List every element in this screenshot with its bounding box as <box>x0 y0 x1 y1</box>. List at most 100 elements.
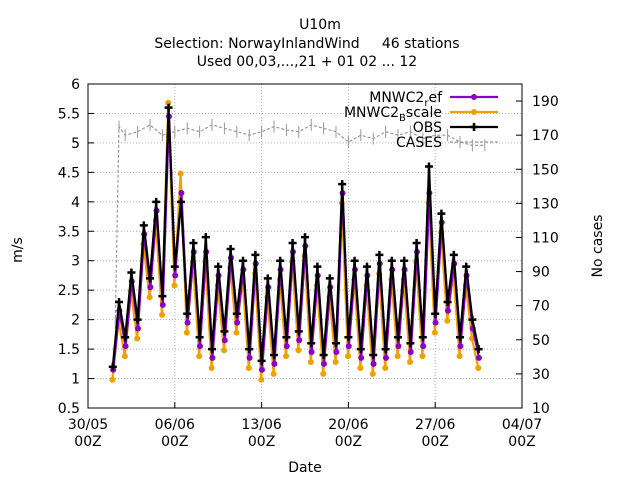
obs-point <box>387 256 396 265</box>
obs-point <box>332 339 340 348</box>
y-tick-label: 1.5 <box>58 342 80 358</box>
data-point <box>184 319 191 326</box>
x-tick-label: 27/06 <box>415 417 455 433</box>
obs-point <box>220 327 229 336</box>
obs-point <box>462 262 471 271</box>
y-tick-label: 5.5 <box>58 106 80 122</box>
legend-label: CASES <box>396 135 442 151</box>
data-point <box>307 359 314 366</box>
y-tick-label: 2.5 <box>58 283 80 299</box>
obs-point <box>276 256 285 265</box>
data-point <box>419 353 426 360</box>
data-point <box>457 343 464 350</box>
y-tick-label: 5 <box>71 136 80 152</box>
title-line-1: U10m <box>299 17 341 33</box>
data-point <box>475 364 482 371</box>
data-point <box>122 343 129 350</box>
data-point <box>320 360 327 367</box>
y2-tick-label: 110 <box>532 230 559 246</box>
x-tick-label: 04/07 <box>502 417 542 433</box>
obs-point <box>195 333 204 342</box>
data-point <box>283 343 290 350</box>
obs-point <box>369 350 378 359</box>
data-point <box>159 301 166 308</box>
data-point <box>308 349 315 356</box>
obs-point <box>183 309 192 318</box>
data-point <box>320 370 327 377</box>
x-tick-label-hour: 00Z <box>335 434 362 450</box>
x-tick-label-hour: 00Z <box>248 434 275 450</box>
data-point <box>369 370 376 377</box>
data-point <box>345 343 352 350</box>
obs-point <box>263 274 272 283</box>
obs-point <box>425 162 433 171</box>
obs-point <box>127 268 136 277</box>
data-point <box>109 376 116 383</box>
y2-tick-label: 50 <box>532 333 550 349</box>
y2-tick-label: 30 <box>532 367 550 383</box>
data-point <box>134 325 141 332</box>
x-tick-label-hour: 00Z <box>74 434 101 450</box>
data-point <box>394 353 401 360</box>
obs-point <box>394 333 402 342</box>
obs-point <box>338 180 347 189</box>
y2-tick-label: 150 <box>532 162 559 178</box>
data-point <box>258 376 265 383</box>
obs-point <box>115 297 123 306</box>
data-point <box>134 335 141 342</box>
obs-point <box>418 333 427 342</box>
y2-tick-label: 70 <box>532 299 550 315</box>
data-point <box>159 311 166 318</box>
obs-point <box>133 315 142 324</box>
data-point <box>146 294 153 301</box>
data-point <box>444 317 451 324</box>
obs-point <box>257 356 266 365</box>
data-point <box>370 360 377 367</box>
x-tick-label-hour: 00Z <box>508 434 535 450</box>
data-point <box>233 329 240 336</box>
data-point <box>177 170 184 177</box>
legend-entry: MNWC2ref <box>369 90 498 109</box>
data-point <box>296 337 303 344</box>
obs-point <box>400 256 409 265</box>
obs-point <box>449 250 458 259</box>
data-point <box>246 354 253 361</box>
y-axis-label: m/s <box>10 237 26 263</box>
data-point <box>234 319 241 326</box>
data-point <box>258 366 265 373</box>
obs-point <box>356 345 365 354</box>
obs-point <box>170 262 179 271</box>
obs-point <box>208 345 216 354</box>
data-point <box>196 343 203 350</box>
data-point <box>456 353 463 360</box>
obs-point <box>214 262 223 271</box>
data-point <box>295 347 302 354</box>
y-tick-label: 2 <box>71 313 80 329</box>
obs-point <box>177 197 185 206</box>
series-layer <box>108 99 486 383</box>
series-cases <box>114 118 486 329</box>
obs-point <box>325 274 334 283</box>
series-line <box>111 107 480 367</box>
obs-point <box>121 333 130 342</box>
obs-point <box>158 292 167 301</box>
legend-marker <box>471 94 477 100</box>
data-point <box>270 370 277 377</box>
obs-point <box>468 315 477 324</box>
obs-point <box>201 233 210 242</box>
x-tick-label: 06/06 <box>155 417 195 433</box>
obs-point <box>412 239 421 248</box>
data-point <box>283 353 290 360</box>
obs-point <box>307 339 316 348</box>
data-point <box>357 364 364 371</box>
data-point <box>358 354 365 361</box>
y-tick-label: 4 <box>71 195 80 211</box>
y2-tick-label: 10 <box>532 401 550 417</box>
obs-point <box>344 333 353 342</box>
y-tick-label: 3.5 <box>58 224 80 240</box>
data-point <box>332 359 339 366</box>
obs-point <box>108 362 117 371</box>
data-point <box>345 353 352 360</box>
obs-point <box>381 345 390 354</box>
y-tick-label: 6 <box>71 77 80 93</box>
